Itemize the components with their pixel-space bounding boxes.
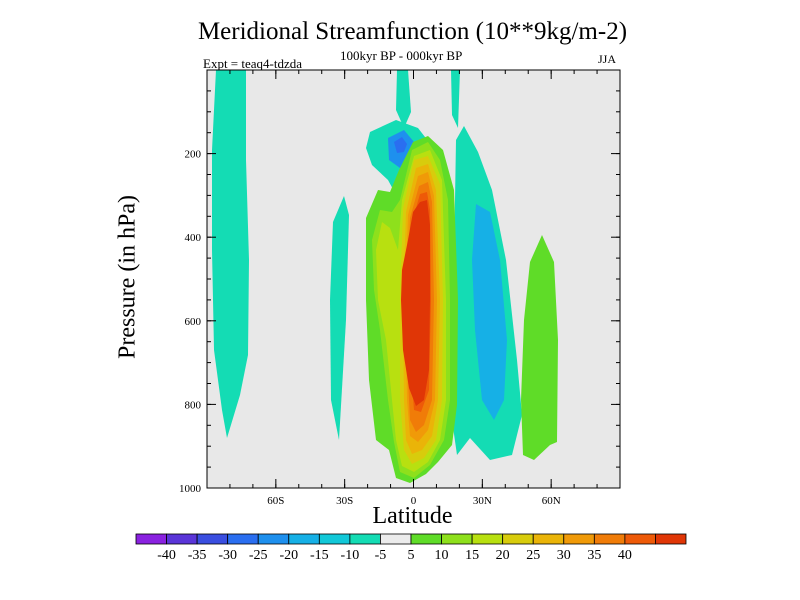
colorbar-swatch: [471, 533, 504, 545]
y-tick-label: 1000: [179, 483, 202, 495]
colorbar-label: 35: [587, 548, 601, 563]
colorbar-swatch: [196, 533, 229, 545]
colorbar-swatch: [166, 533, 198, 545]
colorbar-swatch: [380, 533, 412, 545]
contour-fields: [212, 70, 558, 483]
contour-top-strip-1: [396, 70, 411, 128]
experiment-label: Expt = teaq4-tdzda: [203, 56, 303, 71]
colorbar-label: -20: [279, 548, 298, 563]
colorbar-swatch: [318, 533, 351, 545]
contour-center-core: [401, 200, 430, 406]
contour-north-green: [521, 235, 558, 460]
colorbar-label: -25: [249, 548, 268, 563]
axis-ticks: 60S 30S 0 30N 60N 200 400 600 800 1000: [179, 69, 621, 507]
contour-top-strip-2: [451, 70, 460, 128]
chart-subtitle: 100kyr BP - 000kyr BP: [340, 48, 463, 63]
colorbar-swatch: [563, 533, 595, 545]
colorbar-label: -10: [341, 548, 360, 563]
contour-south-band: [212, 70, 249, 438]
colorbar-label: 25: [526, 548, 540, 563]
x-tick-label: 30N: [473, 495, 492, 507]
contour-upper-cell-core: [394, 137, 407, 153]
colorbar-label: -30: [218, 548, 237, 563]
contour-south-strip: [330, 196, 349, 440]
season-label: JJA: [598, 52, 617, 66]
colorbar-label: -40: [157, 548, 176, 563]
colorbar-label: -35: [188, 548, 207, 563]
colorbar-label: 40: [618, 548, 632, 563]
colorbar-swatch: [593, 533, 626, 545]
colorbar-swatch: [135, 533, 167, 545]
x-tick-label: 60S: [267, 495, 284, 507]
colorbar-label: 15: [465, 548, 479, 563]
x-axis-label: Latitude: [372, 503, 453, 529]
y-tick-label: 400: [185, 232, 202, 244]
colorbar-swatch: [441, 533, 473, 545]
y-tick-label: 800: [185, 399, 202, 411]
contour-north-band-inner: [472, 204, 507, 420]
colorbar-label: 20: [496, 548, 510, 563]
colorbar-swatch: [257, 533, 290, 545]
colorbar-label: -5: [375, 548, 387, 563]
colorbar-swatch: [227, 533, 259, 545]
y-tick-label: 200: [185, 149, 202, 161]
colorbar-swatch: [349, 533, 381, 545]
x-tick-label: 0: [411, 495, 417, 507]
colorbar: -40 -35 -30 -25 -20 -15 -10 -5 5 10 15 20 25 30 35 40: [135, 533, 687, 563]
colorbar-swatch: [410, 533, 442, 545]
x-tick-label: 60N: [542, 495, 561, 507]
colorbar-label: -15: [310, 548, 329, 563]
colorbar-swatch: [624, 533, 656, 545]
chart-title: Meridional Streamfunction (10**9kg/m-2): [197, 18, 628, 45]
colorbar-swatch: [655, 533, 687, 545]
x-tick-label: 30S: [336, 495, 353, 507]
colorbar-swatch: [502, 533, 534, 545]
colorbar-swatch: [288, 533, 320, 545]
colorbar-swatch: [532, 533, 565, 545]
y-tick-label: 600: [185, 316, 202, 328]
colorbar-label: 30: [557, 548, 571, 563]
colorbar-label: 5: [408, 548, 415, 563]
colorbar-label: 10: [435, 548, 449, 563]
